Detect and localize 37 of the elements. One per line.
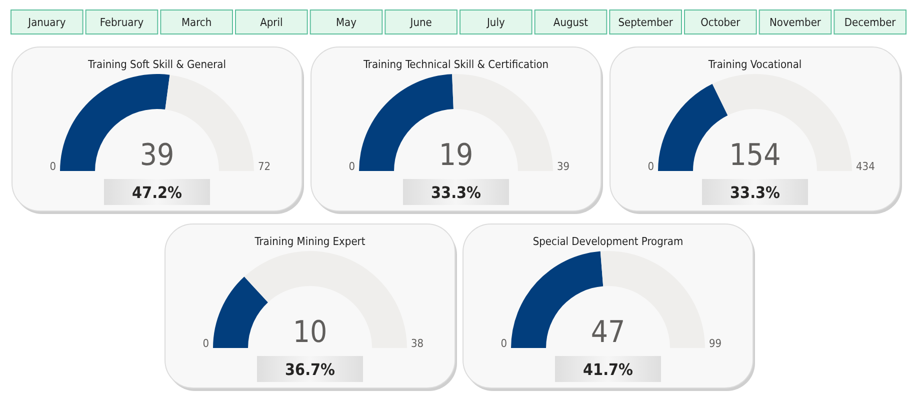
text: July <box>486 16 505 29</box>
text: 0 <box>348 160 355 173</box>
text: October <box>700 16 742 29</box>
text: December <box>844 16 897 29</box>
text: November <box>770 16 822 29</box>
text: 33.3% <box>730 183 780 202</box>
text: 19 <box>438 138 474 173</box>
text: 0 <box>648 160 654 173</box>
chart-title: Training Soft Skill & General <box>87 58 226 71</box>
chart-title: Training Vocational <box>707 58 802 71</box>
text: September <box>618 16 674 29</box>
text: 39 <box>140 138 174 173</box>
chart-title: Special Development Program <box>532 235 684 248</box>
chart-title: Training Technical Skill & Certification <box>362 58 549 71</box>
text: 41.7% <box>583 360 633 379</box>
text: 10 <box>292 315 328 350</box>
text: 39 <box>557 160 570 173</box>
text: 33.3% <box>431 183 481 202</box>
text: 72 <box>258 160 271 173</box>
text: June <box>409 16 432 29</box>
text: August <box>553 16 588 29</box>
chart-title: Training Mining Expert <box>254 235 366 248</box>
text: 0 <box>50 160 56 173</box>
text: 0 <box>202 337 209 350</box>
text: 0 <box>500 337 507 350</box>
text: 36.7% <box>285 360 335 379</box>
text: 99 <box>709 337 722 350</box>
text: 47.2% <box>132 183 182 202</box>
text: 47 <box>590 315 626 350</box>
text: January <box>27 16 66 29</box>
text: May <box>336 16 357 29</box>
text: March <box>182 16 212 29</box>
text: 154 <box>729 138 781 173</box>
text: 38 <box>411 337 424 350</box>
text: 434 <box>856 160 875 173</box>
text: February <box>100 16 144 29</box>
text: April <box>260 16 283 29</box>
